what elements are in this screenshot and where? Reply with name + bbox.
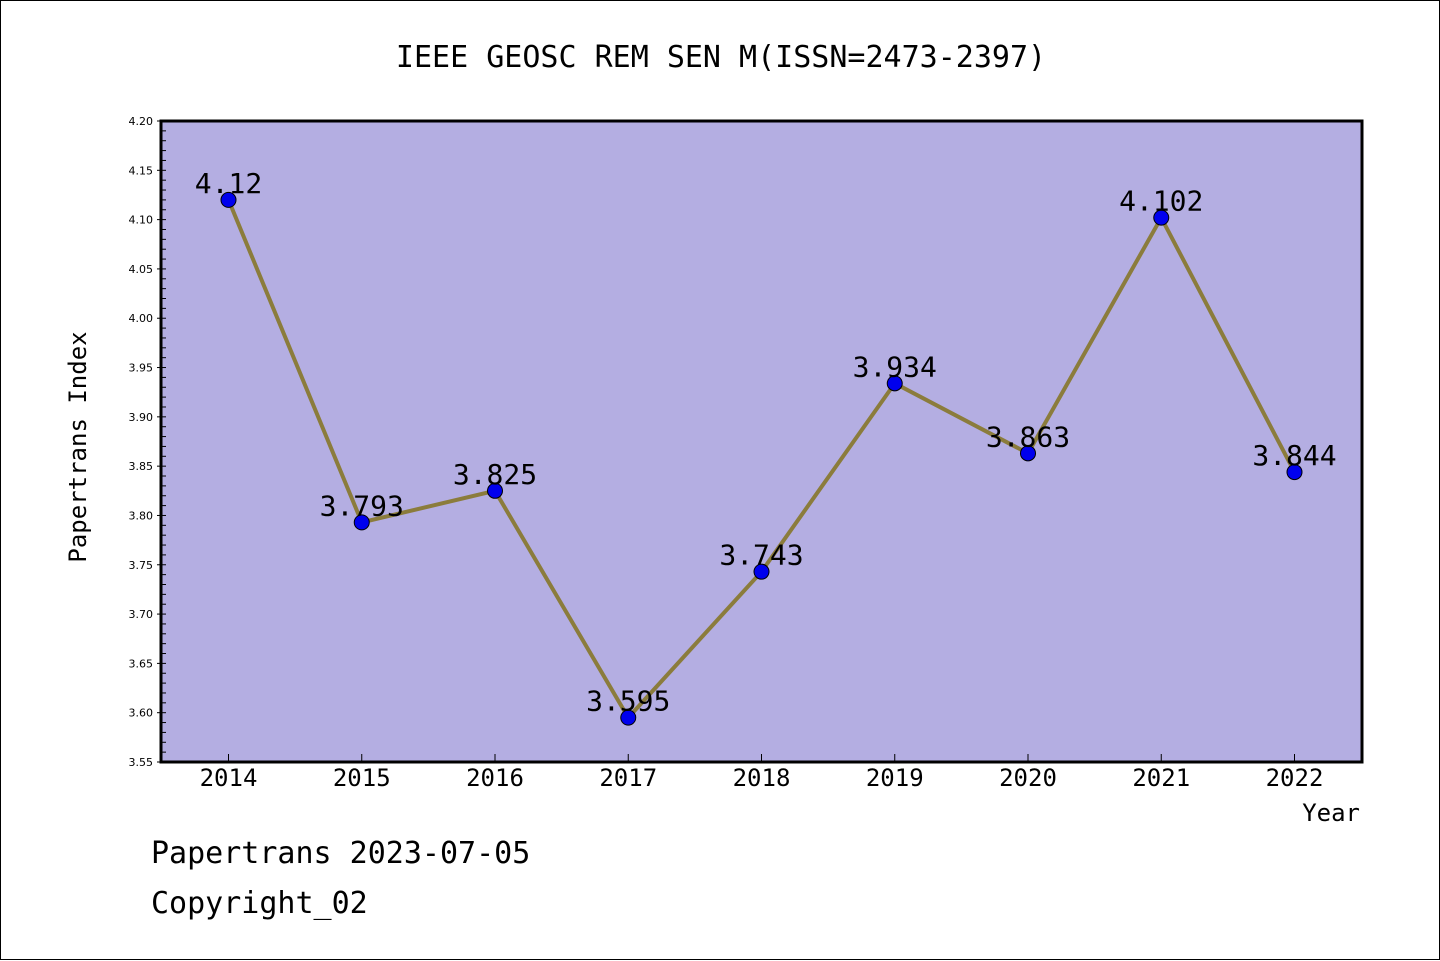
data-point-marker	[886, 375, 903, 392]
y-tick-label: 3.85	[129, 460, 154, 473]
y-tick-label: 3.55	[129, 756, 154, 769]
y-tick-label: 3.95	[129, 362, 154, 375]
plot-border	[159, 119, 1364, 764]
data-label: 4.12	[195, 167, 262, 200]
data-labels: 4.12 3.793 3.825 3.595 3.743 3.934 3.863 4.102 3…	[195, 167, 1337, 718]
data-point-marker	[753, 563, 770, 580]
data-label: 3.863	[986, 420, 1070, 453]
data-point-marker	[220, 191, 237, 208]
data-label: 3.844	[1252, 439, 1336, 472]
y-tick-label: 3.90	[129, 411, 154, 424]
y-tick-label: 3.70	[129, 608, 154, 621]
data-point-marker	[1020, 445, 1036, 462]
y-tick-label: 4.10	[129, 214, 154, 227]
x-tick-label: 2016	[466, 764, 524, 792]
y-axis-label: Papertrans Index	[64, 331, 92, 562]
data-point-marker	[1286, 464, 1303, 481]
x-tick-label: 2017	[599, 764, 657, 792]
data-point-marker	[1153, 209, 1170, 226]
x-axis-label: Year	[1302, 799, 1360, 827]
data-point-marker	[487, 482, 503, 499]
y-tick-label: 3.75	[129, 559, 154, 572]
y-tick-label: 4.20	[129, 115, 154, 128]
y-tick-label: 3.65	[129, 657, 154, 670]
y-tick-label: 4.00	[129, 312, 154, 325]
data-label: 3.743	[719, 539, 803, 572]
data-label: 3.934	[853, 350, 937, 383]
chart-title: IEEE GEOSC REM SEN M(ISSN=2473-2397)	[396, 40, 1046, 75]
x-tick-label: 2018	[733, 764, 791, 792]
data-label: 4.102	[1119, 185, 1203, 218]
data-point-marker	[620, 709, 637, 726]
x-tick-label: 2021	[1132, 764, 1190, 792]
x-tick-label: 2014	[200, 764, 258, 792]
plot-area	[161, 121, 1362, 762]
footer-date-text: Papertrans 2023-07-05	[151, 836, 531, 871]
y-tick-label: 4.15	[129, 164, 154, 177]
y-tick-label: 3.60	[129, 707, 154, 720]
x-tick-label: 2015	[333, 764, 391, 792]
data-label: 3.595	[586, 685, 670, 718]
y-axis-ticks: 3.55 3.60 3.65 3.70 3.75 3.80 3.85 3.90 3.95 4.00…	[129, 115, 161, 769]
footer-copyright-text: Copyright_02	[151, 886, 368, 921]
x-tick-label: 2020	[999, 764, 1057, 792]
x-tick-label: 2019	[866, 764, 924, 792]
y-tick-label: 4.05	[129, 263, 154, 276]
x-axis-ticks: 2014 2015 2016 2017 2018 2019 2020 2021 2022	[200, 754, 1324, 792]
data-label: 3.825	[453, 458, 537, 491]
series-markers	[220, 191, 1303, 726]
x-tick-label: 2022	[1266, 764, 1324, 792]
data-label: 3.793	[320, 489, 404, 522]
data-point-marker	[353, 514, 370, 531]
y-tick-label: 3.80	[129, 509, 154, 522]
